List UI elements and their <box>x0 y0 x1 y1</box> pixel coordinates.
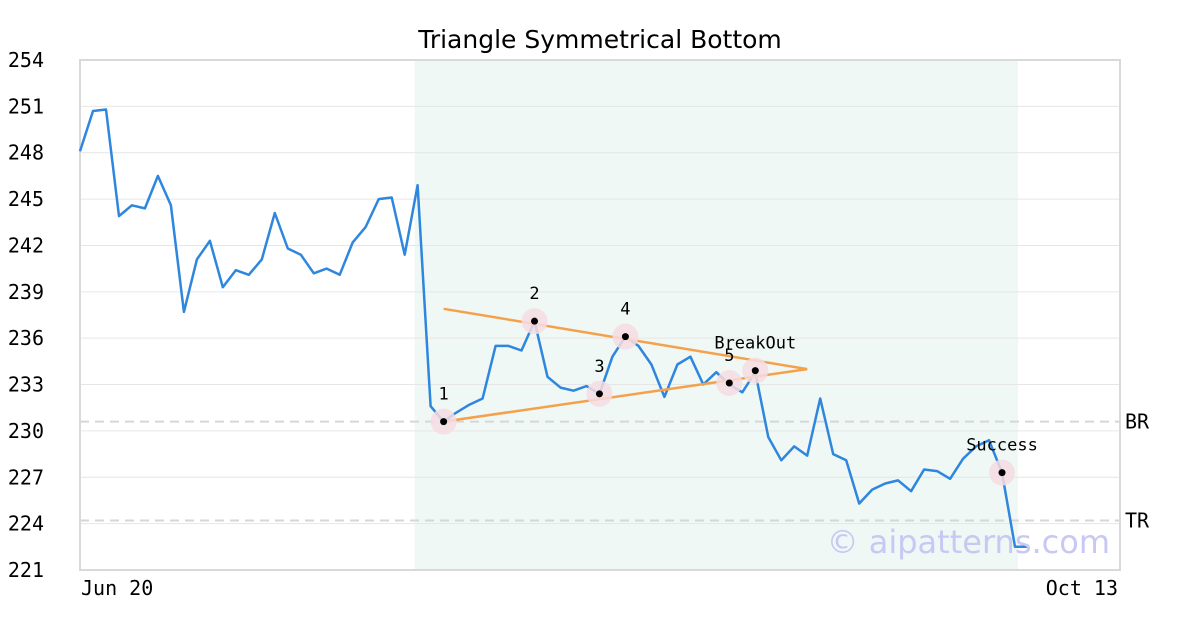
annotation-label-3: 3 <box>594 357 604 377</box>
chart-title: Triangle Symmetrical Bottom <box>417 25 782 54</box>
y-tick-label: 221 <box>8 558 44 582</box>
annotation-label-4: 4 <box>620 300 630 320</box>
annotation-point-1 <box>440 418 448 426</box>
y-tick-label: 254 <box>8 48 44 72</box>
y-tick-label: 236 <box>8 326 44 350</box>
y-tick-label: 239 <box>8 280 44 304</box>
annotation-label-1: 1 <box>438 385 448 405</box>
annotation-label-5: 5 <box>724 346 734 366</box>
price-series-line <box>78 108 1028 549</box>
reference-label-br: BR <box>1125 410 1150 434</box>
annotation-point-success <box>998 469 1006 477</box>
reference-label-tr: TR <box>1125 509 1150 533</box>
x-tick-label: Oct 13 <box>1046 576 1118 600</box>
annotation-label-2: 2 <box>529 284 539 304</box>
annotation-point-breakout <box>751 367 759 375</box>
annotation-point-2 <box>531 317 539 325</box>
y-tick-label: 248 <box>8 141 44 165</box>
y-tick-label: 224 <box>8 512 44 536</box>
y-tick-label: 242 <box>8 233 44 257</box>
annotation-point-5 <box>725 379 733 387</box>
pattern-highlight-region <box>414 60 1019 570</box>
watermark: © aipatterns.com <box>827 523 1110 561</box>
annotation-point-4 <box>621 333 629 341</box>
annotation-point-3 <box>595 390 603 398</box>
y-tick-label: 251 <box>8 94 44 118</box>
x-tick-label: Jun 20 <box>81 576 153 600</box>
y-tick-label: 233 <box>8 373 44 397</box>
y-tick-label: 230 <box>8 419 44 443</box>
y-tick-label: 227 <box>8 465 44 489</box>
annotation-label-breakout: BreakOut <box>714 334 796 354</box>
annotation-label-success: Success <box>966 436 1038 456</box>
y-tick-label: 245 <box>8 187 44 211</box>
plot-frame <box>79 59 1121 571</box>
